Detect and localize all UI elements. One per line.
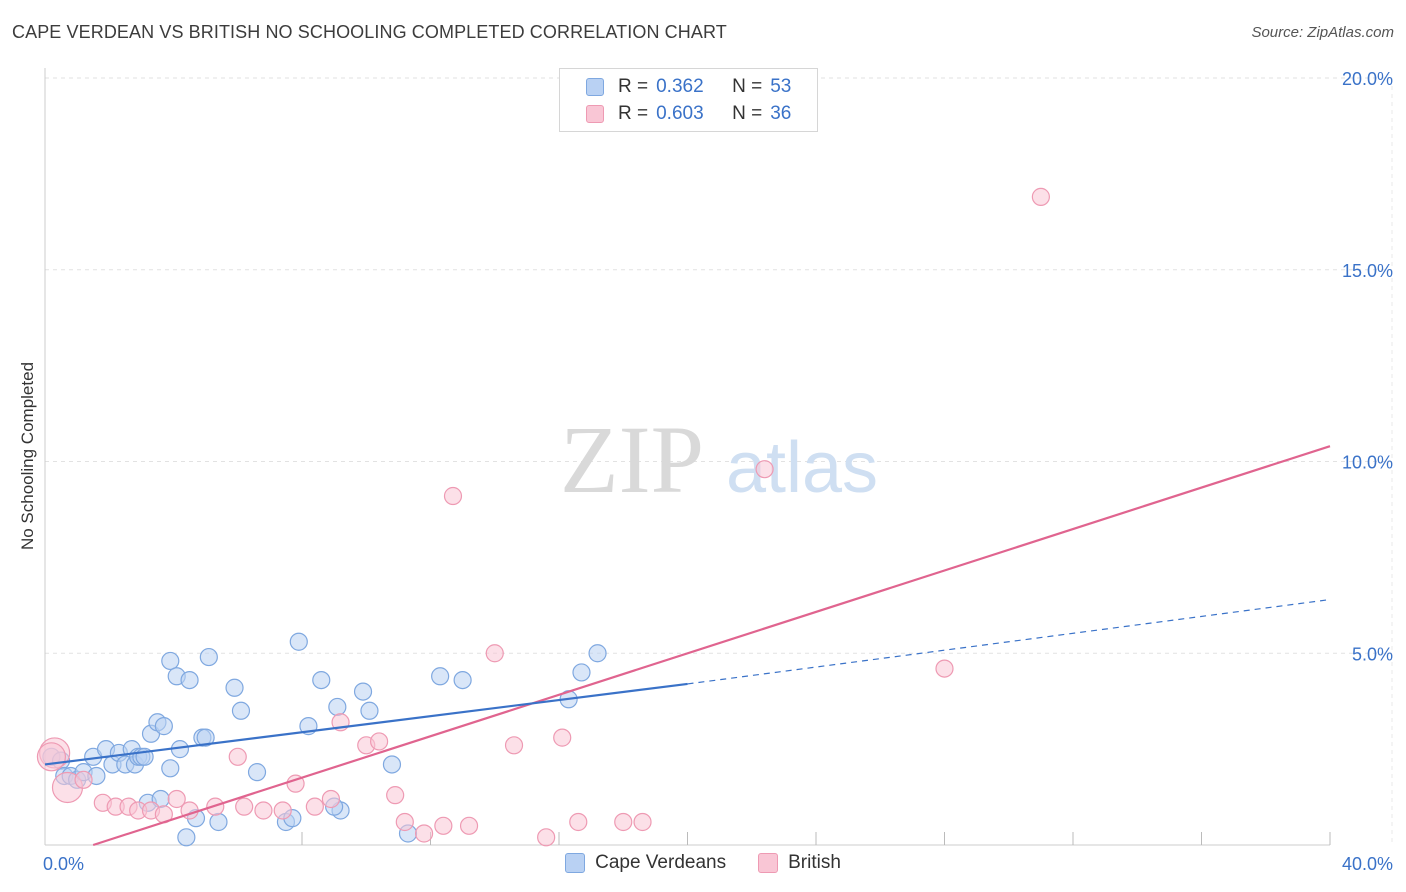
y-tick-label: 15.0%	[1342, 261, 1393, 281]
british-point	[935, 659, 954, 678]
cape-verdeans-trendline	[44, 682, 688, 766]
british-point	[633, 812, 652, 832]
cape-verdeans-point	[353, 682, 373, 701]
british-point	[537, 828, 556, 847]
legend-label: Cape Verdeans	[595, 852, 727, 873]
british-point	[485, 644, 504, 663]
cape-verdeans-point	[154, 717, 173, 736]
n-value: 53	[770, 76, 792, 97]
source-label: Source: ZipAtlas.com	[1251, 24, 1394, 41]
british-point	[434, 816, 453, 835]
cape-verdeans-point	[328, 697, 347, 717]
british-point	[235, 797, 254, 816]
cape-verdeans-point	[161, 651, 180, 671]
british-point	[305, 797, 324, 816]
british-point	[459, 816, 479, 835]
legend-row-british: R = 0.603 N = 36	[586, 101, 791, 127]
british-point	[386, 786, 405, 805]
british-point	[755, 460, 774, 479]
british-point	[36, 742, 67, 772]
cape-verdeans-point	[360, 701, 379, 720]
cape-verdeans-point	[196, 728, 215, 747]
cape-verdeans-point	[161, 759, 180, 778]
gridlines	[45, 77, 1393, 845]
cape-verdeans-point	[180, 670, 199, 690]
n-value: 36	[770, 103, 792, 124]
cape-verdeans-point	[247, 763, 267, 782]
r-value: 0.603	[656, 103, 704, 124]
trendlines	[44, 445, 1331, 847]
british-point	[553, 728, 572, 747]
cape-verdeans-point	[572, 663, 591, 682]
cape-verdeans-swatch	[586, 78, 604, 96]
x-tick-label: 40.0%	[1342, 854, 1393, 874]
british-point	[370, 732, 389, 751]
axes	[44, 68, 1331, 846]
series-legend: Cape Verdeans British	[0, 852, 1406, 874]
chart-title: CAPE VERDEAN VS BRITISH NO SCHOOLING COM…	[12, 22, 727, 42]
british-point	[1031, 187, 1050, 206]
n-label: N =	[732, 103, 763, 124]
british-trendline	[92, 445, 1331, 847]
x-tick-label: 0.0%	[43, 854, 84, 874]
r-label: R =	[618, 76, 649, 97]
cape-verdeans-trendline-extension	[687, 598, 1331, 685]
r-value: 0.362	[656, 76, 704, 97]
british-point	[321, 789, 341, 809]
r-label: R =	[618, 103, 649, 124]
british-legend-swatch	[758, 853, 779, 873]
british-point	[569, 812, 588, 832]
british-point	[273, 801, 292, 820]
cape-verdeans-point	[382, 755, 402, 774]
legend-label: British	[788, 852, 841, 873]
cape-verdeans-point	[289, 632, 308, 651]
british-point	[504, 736, 524, 755]
british-point	[254, 801, 273, 820]
british-point	[74, 770, 93, 789]
cape-verdeans-point	[231, 701, 251, 720]
cape-verdeans-point	[177, 828, 196, 847]
watermark-atlas: atlas	[726, 428, 878, 508]
cape-verdeans-legend-swatch	[565, 853, 586, 873]
n-label: N =	[732, 76, 763, 97]
y-tick-label: 20.0%	[1342, 69, 1393, 89]
y-tick-label: 10.0%	[1342, 453, 1393, 473]
british-point	[167, 789, 186, 809]
legend-item-british[interactable]: British	[758, 852, 841, 874]
british-point	[614, 812, 633, 832]
british-point	[414, 824, 434, 843]
y-tick-label: 5.0%	[1352, 644, 1393, 664]
cape-verdeans-point	[588, 644, 607, 663]
british-point	[228, 747, 247, 766]
cape-verdeans-point	[199, 647, 218, 667]
british-point	[443, 486, 463, 506]
legend-item-cape-verdeans[interactable]: Cape Verdeans	[565, 852, 726, 874]
british-swatch	[586, 105, 604, 123]
watermark-zip: ZIP	[560, 406, 704, 513]
cape-verdeans-point	[312, 670, 331, 690]
cape-verdeans-point	[431, 667, 450, 686]
tick-labels: 5.0% 10.0% 15.0% 20.0% 0.0% 40.0%	[43, 69, 1393, 874]
cape-verdeans-point	[209, 812, 228, 832]
british-point	[395, 812, 414, 832]
correlation-legend: R = 0.362 N = 53 R = 0.603 N = 36	[559, 68, 818, 132]
legend-row-cape-verdeans: R = 0.362 N = 53	[586, 74, 791, 100]
cape-verdeans-point	[225, 678, 244, 697]
cape-verdeans-point	[453, 670, 472, 690]
